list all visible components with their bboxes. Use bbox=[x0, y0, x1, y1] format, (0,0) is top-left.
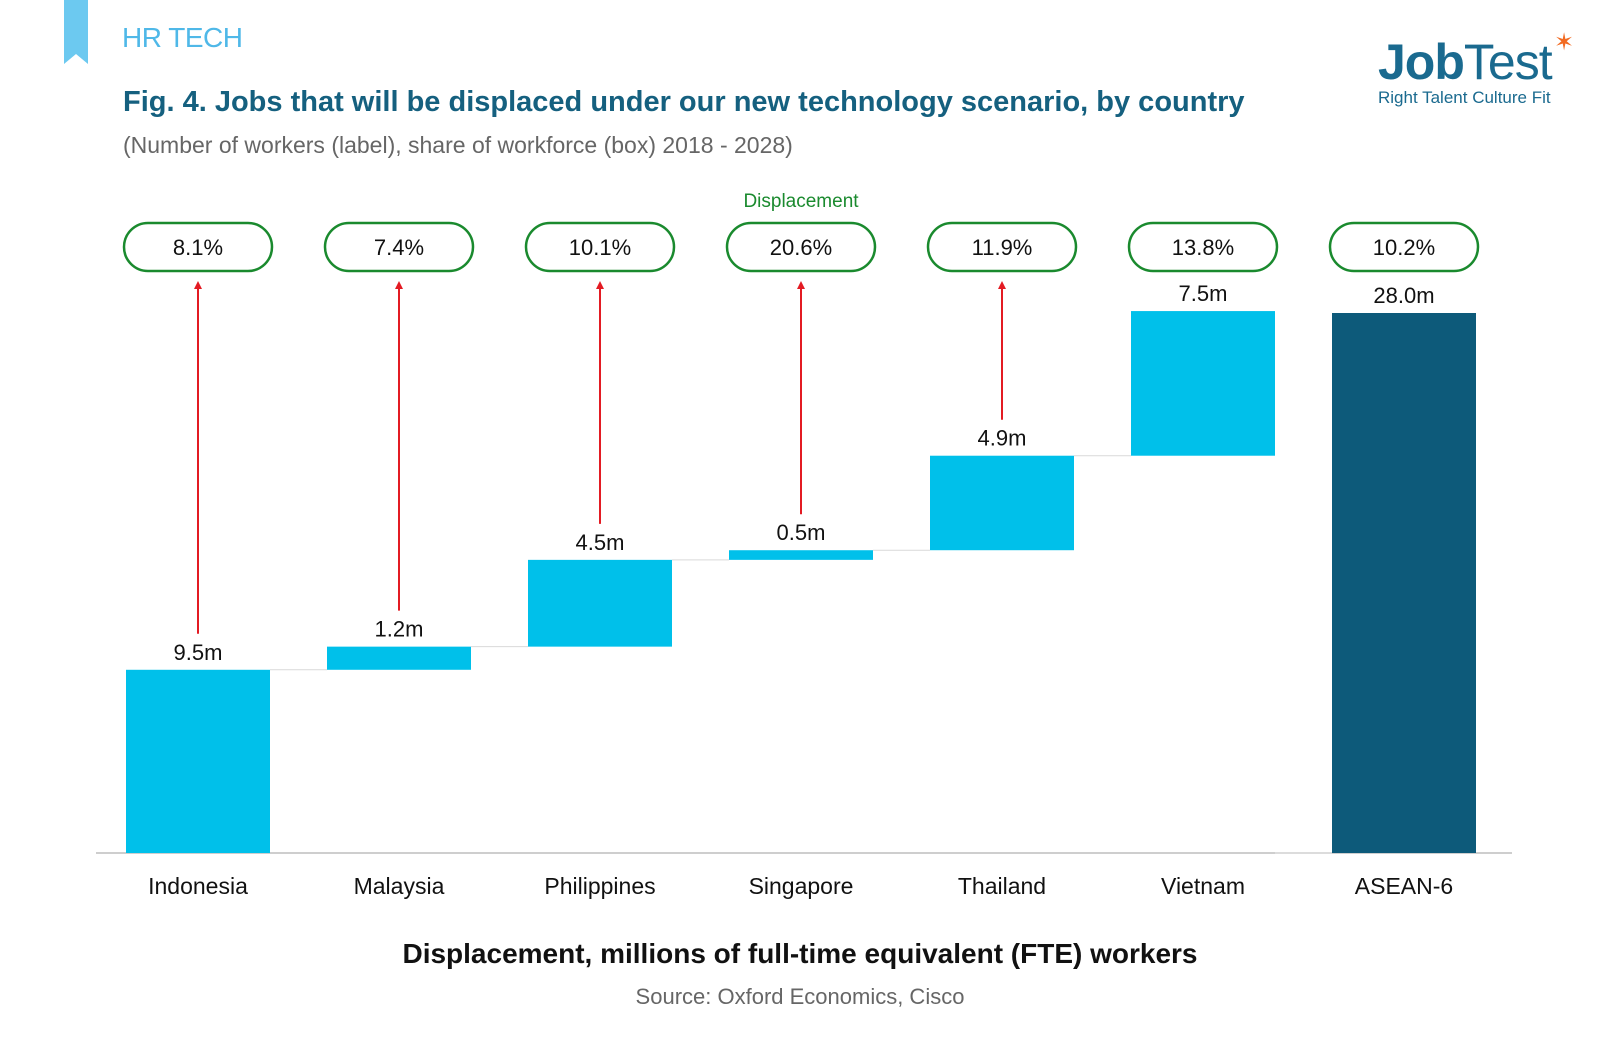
logo-wordmark: JobTest bbox=[1378, 34, 1553, 90]
share-box bbox=[524, 221, 676, 273]
category-label: Malaysia bbox=[354, 873, 445, 899]
share-box bbox=[926, 221, 1078, 273]
share-label: 10.2% bbox=[1373, 235, 1435, 260]
axis-caption: Displacement, millions of full-time equi… bbox=[402, 938, 1198, 969]
bar-vietnam bbox=[1131, 311, 1275, 456]
category-label: Indonesia bbox=[148, 873, 248, 899]
share-label: 11.9% bbox=[972, 235, 1033, 260]
share-label: 7.4% bbox=[374, 235, 424, 260]
category-label: Philippines bbox=[544, 873, 655, 899]
category-label: Singapore bbox=[749, 873, 854, 899]
value-label: 9.5m bbox=[174, 640, 223, 665]
value-label: 4.5m bbox=[576, 530, 625, 555]
bar-singapore bbox=[729, 550, 873, 560]
chart-title: Fig. 4. Jobs that will be displaced unde… bbox=[123, 86, 1245, 118]
section-tag: HR TECH bbox=[122, 22, 243, 53]
star-icon: ✶ bbox=[1554, 29, 1575, 56]
bar-philippines bbox=[528, 559, 672, 647]
value-label: 28.0m bbox=[1373, 283, 1434, 308]
source-note: Source: Oxford Economics, Cisco bbox=[635, 984, 965, 1009]
value-label: 0.5m bbox=[777, 520, 826, 545]
category-label: Thailand bbox=[958, 873, 1046, 899]
share-label: 13.8% bbox=[1172, 235, 1234, 260]
bookmark-ribbon-icon bbox=[64, 0, 88, 64]
value-label: 7.5m bbox=[1179, 281, 1228, 306]
bar-asean-6 bbox=[1332, 313, 1476, 853]
value-label: 4.9m bbox=[978, 426, 1027, 451]
logo-tagline: Right Talent Culture Fit bbox=[1378, 88, 1551, 107]
annotation-label: Displacement bbox=[743, 191, 859, 212]
share-box bbox=[1127, 221, 1279, 273]
share-box bbox=[323, 221, 475, 273]
bar-malaysia bbox=[327, 646, 471, 670]
category-label: ASEAN-6 bbox=[1355, 873, 1453, 899]
share-label: 8.1% bbox=[173, 235, 223, 260]
bar-indonesia bbox=[126, 669, 270, 853]
share-label: 10.1% bbox=[569, 235, 631, 260]
share-label: 20.6% bbox=[770, 235, 832, 260]
chart-subtitle: (Number of workers (label), share of wor… bbox=[123, 132, 793, 158]
share-box bbox=[725, 221, 877, 273]
bar-thailand bbox=[930, 455, 1074, 551]
share-box bbox=[1328, 221, 1480, 273]
share-box bbox=[122, 221, 274, 273]
category-label: Vietnam bbox=[1161, 873, 1245, 899]
value-label: 1.2m bbox=[375, 617, 424, 642]
jobtest-logo: JobTest ✶ Right Talent Culture Fit bbox=[1378, 29, 1588, 112]
